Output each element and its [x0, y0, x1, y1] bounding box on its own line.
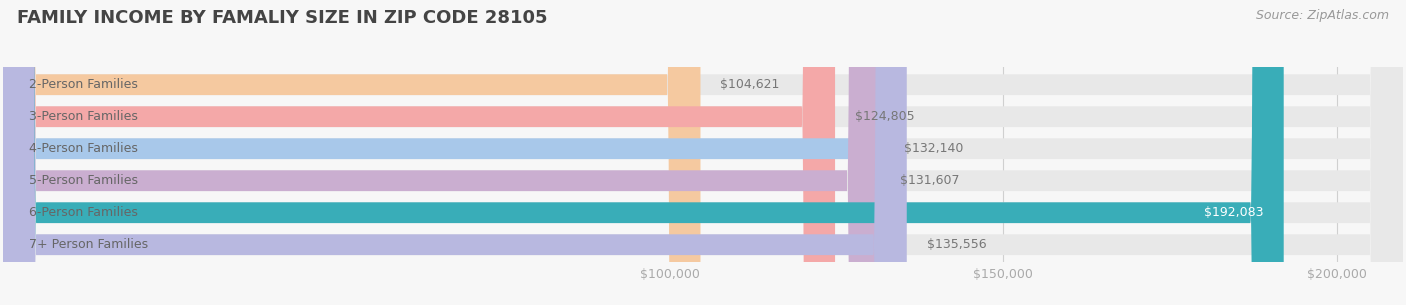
- Text: 3-Person Families: 3-Person Families: [30, 110, 138, 123]
- Text: Source: ZipAtlas.com: Source: ZipAtlas.com: [1256, 9, 1389, 22]
- FancyBboxPatch shape: [3, 0, 1403, 305]
- Text: $135,556: $135,556: [927, 238, 987, 251]
- FancyBboxPatch shape: [3, 0, 880, 305]
- Text: 2-Person Families: 2-Person Families: [30, 78, 138, 91]
- FancyBboxPatch shape: [3, 0, 1403, 305]
- Text: $104,621: $104,621: [720, 78, 780, 91]
- Text: $132,140: $132,140: [904, 142, 963, 155]
- Text: FAMILY INCOME BY FAMALIY SIZE IN ZIP CODE 28105: FAMILY INCOME BY FAMALIY SIZE IN ZIP COD…: [17, 9, 547, 27]
- FancyBboxPatch shape: [3, 0, 1403, 305]
- Text: 5-Person Families: 5-Person Families: [30, 174, 138, 187]
- FancyBboxPatch shape: [3, 0, 1403, 305]
- FancyBboxPatch shape: [3, 0, 907, 305]
- Text: $131,607: $131,607: [900, 174, 960, 187]
- Text: $124,805: $124,805: [855, 110, 915, 123]
- FancyBboxPatch shape: [3, 0, 884, 305]
- FancyBboxPatch shape: [3, 0, 1284, 305]
- Text: 6-Person Families: 6-Person Families: [30, 206, 138, 219]
- Text: $192,083: $192,083: [1204, 206, 1264, 219]
- FancyBboxPatch shape: [3, 0, 700, 305]
- Text: 7+ Person Families: 7+ Person Families: [30, 238, 149, 251]
- Text: 4-Person Families: 4-Person Families: [30, 142, 138, 155]
- FancyBboxPatch shape: [3, 0, 835, 305]
- FancyBboxPatch shape: [3, 0, 1403, 305]
- FancyBboxPatch shape: [3, 0, 1403, 305]
